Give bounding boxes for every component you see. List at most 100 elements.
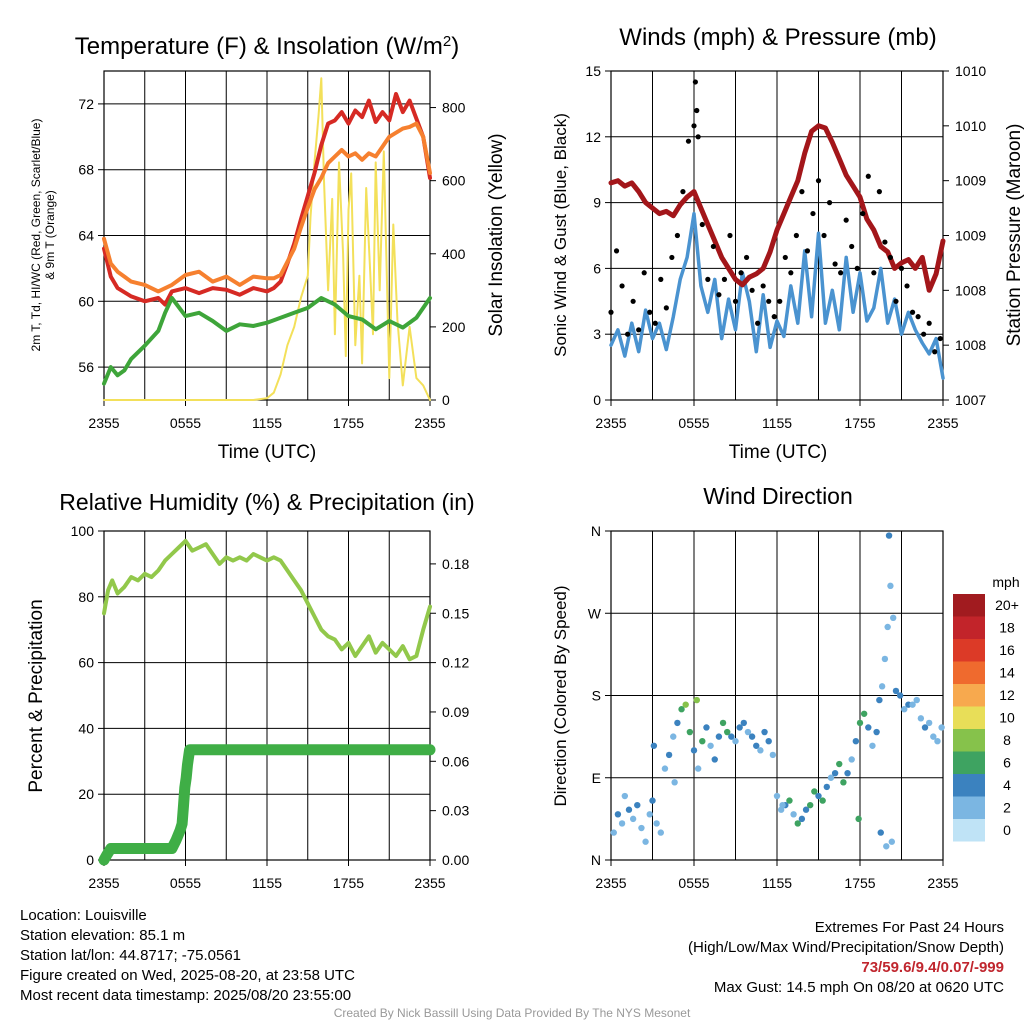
gust-point xyxy=(860,210,866,217)
wind-direction-point xyxy=(629,815,637,823)
wind-direction-y-tick-label: E xyxy=(592,770,601,786)
extremes-subtitle: (High/Low/Max Wind/Precipitation/Snow De… xyxy=(688,939,1004,956)
wind-direction-point xyxy=(699,737,706,745)
gust-point xyxy=(932,349,938,355)
humidity-y-tick-label: 40 xyxy=(78,720,94,736)
relative-humidity-series-line xyxy=(102,538,432,662)
wind-direction-y-tick-label: N xyxy=(591,523,601,539)
gust-point xyxy=(613,248,620,254)
humidity-chart-title: Relative Humidity (%) & Precipitation (i… xyxy=(59,489,474,515)
wind-direction-point xyxy=(848,756,855,763)
gust-point xyxy=(658,276,664,282)
gust-point xyxy=(766,298,772,304)
wind-direction-point xyxy=(930,733,937,740)
wind-direction-point xyxy=(773,792,781,800)
wind-direction-point xyxy=(736,724,743,731)
station-info: Location: Louisville Station elevation: … xyxy=(20,906,355,1006)
wind-direction-point xyxy=(815,792,822,800)
gust-point xyxy=(692,79,698,85)
wind-direction-point xyxy=(855,815,862,823)
wind-direction-x-tick-label: 2355 xyxy=(927,875,958,891)
wind-direction-point xyxy=(614,811,622,818)
humidity-y-tick-label: 100 xyxy=(71,523,95,539)
gust-point xyxy=(882,239,888,245)
temperature-x-tick-label: 2355 xyxy=(88,415,119,431)
insolation-y-axis-label: Solar Insolation (Yellow) xyxy=(486,133,507,336)
temperature-y2-tick-label: 600 xyxy=(442,173,466,189)
insolation-series-line xyxy=(103,77,431,401)
gust-point xyxy=(793,232,799,239)
wind-direction-point xyxy=(686,728,694,736)
wind-direction-point xyxy=(883,843,890,850)
wind-direction-point xyxy=(885,532,893,539)
temperature-x-tick-label: 1155 xyxy=(252,415,282,431)
winds-y2-tick-label: 1010 xyxy=(955,118,986,134)
humidity-y-tick-label: 80 xyxy=(78,589,94,605)
wind-direction-point xyxy=(724,728,731,736)
winds-x-tick-label: 0555 xyxy=(678,415,709,431)
humidity-y2-tick-label: 0.00 xyxy=(442,852,469,868)
wind-direction-panel: Wind Direction 2355 0555 1155 1755 2355 N E S W N… xyxy=(551,483,1020,891)
gust-point xyxy=(876,189,882,195)
wind-direction-point xyxy=(707,742,714,749)
wind-direction-point xyxy=(878,683,886,690)
wind-direction-x-tick-label: 1155 xyxy=(762,875,792,891)
speed-legend-label: 2 xyxy=(1003,800,1011,816)
wind-direction-point xyxy=(887,582,894,590)
humidity-y-tick-label: 60 xyxy=(78,655,94,671)
gust-point xyxy=(619,283,625,289)
station-pressure-series-line xyxy=(608,123,946,293)
temperature-y-tick-label: 60 xyxy=(78,293,94,309)
wind-direction-point xyxy=(653,820,660,827)
gust-point xyxy=(608,309,614,315)
winds-y-tick-label: 9 xyxy=(593,195,601,211)
wind-direction-point xyxy=(740,719,747,727)
wind-direction-point xyxy=(852,737,860,745)
wind-direction-point xyxy=(634,801,641,809)
gust-point xyxy=(915,314,921,320)
gust-point xyxy=(810,210,816,217)
wind-direction-point xyxy=(884,623,891,631)
winds-y-tick-label: 12 xyxy=(585,129,601,145)
gust-point xyxy=(674,232,681,239)
wind-direction-point xyxy=(678,706,685,713)
speed-legend-label: 20+ xyxy=(995,597,1019,613)
speed-legend-swatch xyxy=(953,639,985,662)
wind-direction-point xyxy=(732,737,739,745)
sonic-wind-series-line xyxy=(609,211,945,380)
wind-direction-point xyxy=(694,765,702,772)
wind-direction-point xyxy=(719,719,727,727)
gust-point xyxy=(652,320,658,326)
wind-direction-point xyxy=(715,733,723,740)
wind-direction-point xyxy=(917,715,925,722)
wind-direction-y-tick-label: N xyxy=(591,852,601,868)
wind-direction-point xyxy=(901,706,908,713)
wind-direction-point xyxy=(638,824,645,832)
speed-legend-swatch xyxy=(953,594,985,617)
wind-direction-point xyxy=(786,797,793,804)
wind-direction-point xyxy=(657,829,664,836)
temperature-y-tick-label: 72 xyxy=(78,96,94,112)
winds-y-tick-label: 3 xyxy=(593,326,601,342)
station-location: Location: Louisville xyxy=(20,907,147,924)
wind-direction-point xyxy=(642,838,649,845)
wind-direction-point xyxy=(844,769,851,777)
wind-direction-point xyxy=(621,792,629,800)
speed-legend-label: 6 xyxy=(1003,755,1011,771)
humidity-y2-tick-label: 0.18 xyxy=(442,556,469,572)
wind-direction-point xyxy=(807,801,814,809)
wind-direction-point xyxy=(798,815,806,823)
wind-direction-point xyxy=(934,737,941,745)
wind-direction-point xyxy=(790,811,797,818)
winds-x-axis-label: Time (UTC) xyxy=(729,442,828,463)
speed-legend: mph 20+ 18 16 14 12 10 8 6 4 2 0 xyxy=(953,574,1020,842)
speed-legend-label: 12 xyxy=(999,687,1015,703)
winds-y-tick-label: 15 xyxy=(585,63,601,79)
wind-direction-point xyxy=(869,742,876,749)
max-gust: Max Gust: 14.5 mph On 08/20 at 0620 UTC xyxy=(713,979,1004,996)
gust-point xyxy=(937,335,943,342)
wind-direction-point xyxy=(748,733,756,740)
wind-direction-y-tick-label: S xyxy=(592,688,601,704)
temperature-y2-tick-label: 400 xyxy=(442,246,466,262)
wind-direction-point xyxy=(881,655,889,663)
